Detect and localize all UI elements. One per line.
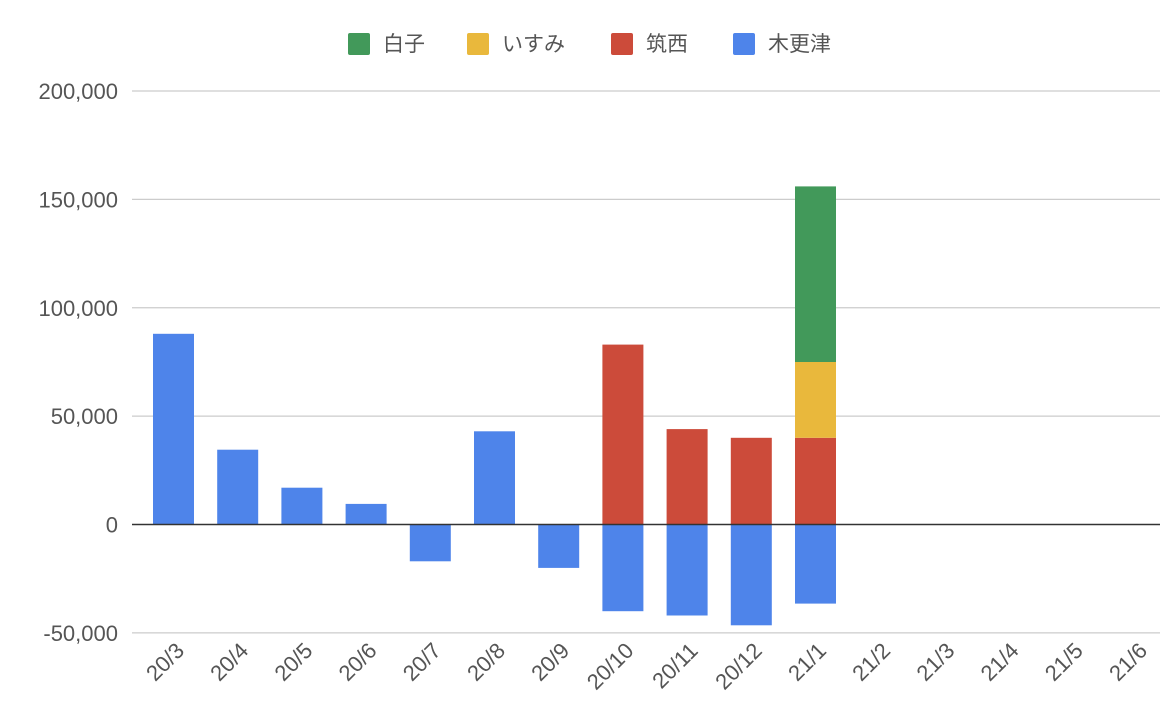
bars	[153, 186, 836, 626]
x-tick-label: 20/12	[710, 638, 767, 695]
bar-20-5-series-0	[281, 487, 323, 525]
bar-20-8-series-0	[474, 431, 515, 525]
y-tick-label: 200,000	[38, 79, 118, 104]
bar-20-10-series-0	[602, 524, 644, 612]
x-tick-label: 20/6	[334, 638, 382, 686]
x-tick-label: 21/5	[1040, 638, 1088, 686]
y-tick-label: 0	[106, 513, 118, 538]
bar-20-9-series-0	[538, 524, 580, 568]
y-axis-ticks: -50,000 0 50,000 100,000 150,000 200,000	[38, 79, 118, 646]
legend-swatch	[611, 33, 633, 55]
x-tick-label: 21/3	[911, 638, 959, 686]
legend-label: 白子	[383, 32, 425, 56]
legend-label: いすみ	[502, 32, 565, 56]
legend-label: 筑西	[646, 32, 688, 56]
y-tick-label: 50,000	[51, 404, 118, 429]
bar-20-12-series-0	[730, 524, 772, 626]
bar-21-1-series-2	[795, 361, 836, 438]
bar-21-1-series-0	[795, 524, 836, 604]
x-tick-label: 21/2	[847, 638, 895, 686]
x-tick-label: 20/3	[141, 638, 189, 686]
y-tick-label: -50,000	[43, 621, 118, 646]
bar-20-12-series-1	[730, 437, 772, 525]
bar-20-10-series-1	[602, 344, 644, 525]
legend-label: 木更津	[768, 32, 831, 56]
x-tick-label: 21/4	[976, 638, 1024, 686]
legend-swatch	[467, 33, 489, 55]
y-tick-label: 150,000	[38, 187, 118, 212]
x-axis-ticks: 20/3 20/4 20/5 20/6 20/7 20/8 20/9 20/10 20/11 20…	[141, 638, 1152, 695]
bar-20-11-series-0	[666, 524, 708, 616]
bar-20-11-series-1	[666, 429, 708, 525]
bar-21-1-series-1	[795, 437, 836, 525]
legend: 白子 いすみ 筑西 木更津	[348, 32, 831, 56]
x-tick-label: 21/1	[783, 638, 831, 686]
x-tick-label: 20/7	[398, 638, 446, 686]
bar-20-3-series-0	[153, 333, 194, 525]
gridlines	[132, 90, 1160, 634]
x-tick-label: 20/11	[647, 638, 702, 693]
x-tick-label: 20/4	[205, 638, 253, 686]
bar-21-1-series-3	[795, 186, 836, 362]
x-tick-label: 20/10	[582, 638, 639, 695]
y-tick-label: 100,000	[38, 296, 118, 321]
x-tick-label: 20/8	[462, 638, 510, 686]
bar-20-6-series-0	[345, 503, 387, 525]
legend-swatch	[733, 33, 755, 55]
x-tick-label: 21/6	[1104, 638, 1152, 686]
bar-20-4-series-0	[217, 449, 259, 525]
bar-20-7-series-0	[409, 524, 451, 562]
legend-swatch	[348, 33, 370, 55]
x-tick-label: 20/9	[526, 638, 574, 686]
x-tick-label: 20/5	[269, 638, 317, 686]
